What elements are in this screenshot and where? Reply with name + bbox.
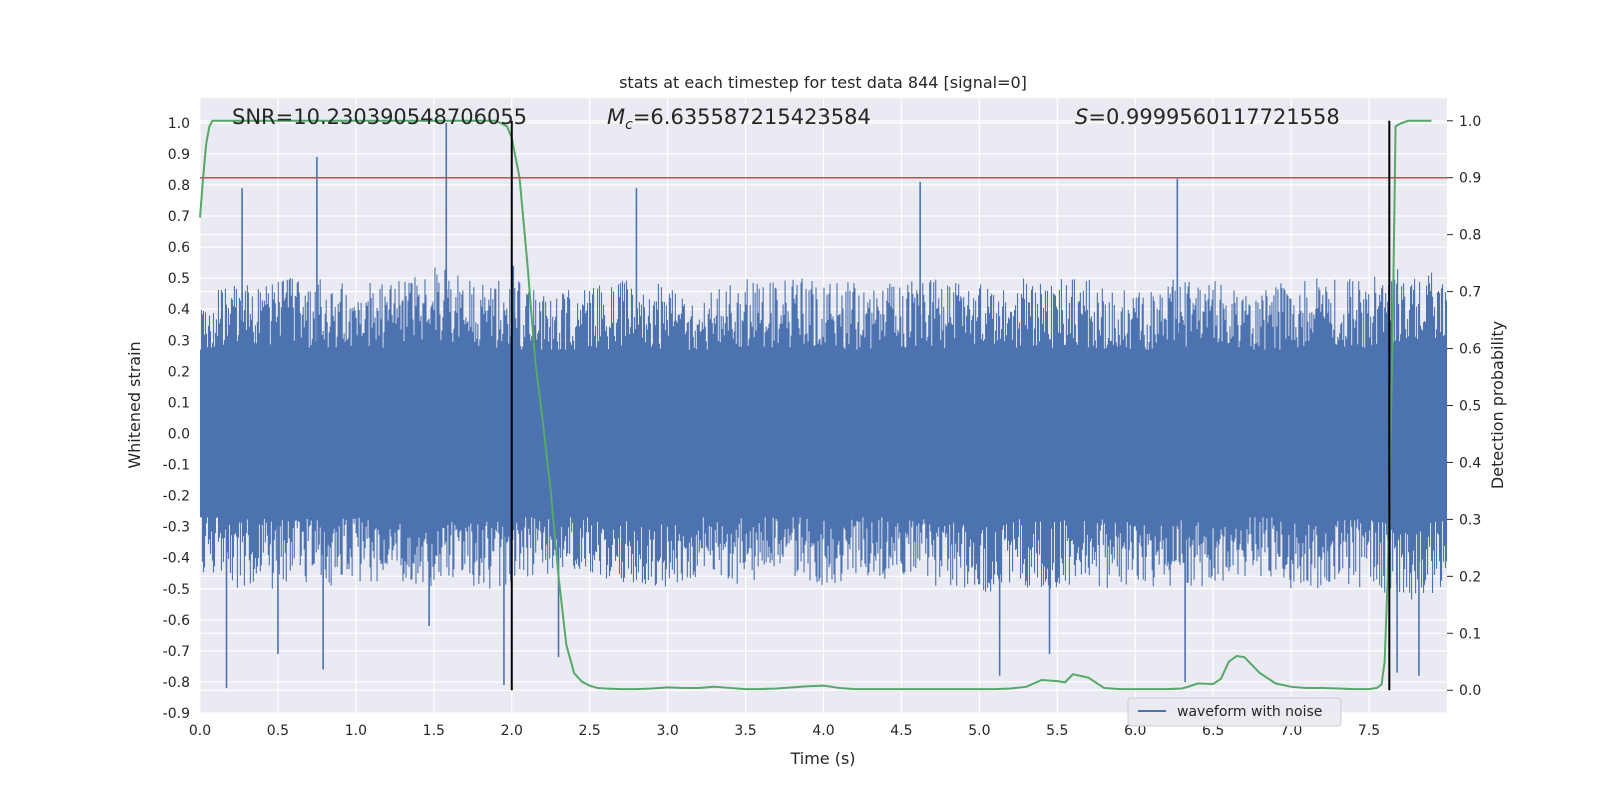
y2-tick-label: 0.4 xyxy=(1459,455,1481,471)
y-tick-labels: -0.9 -0.8 -0.7 -0.6 -0.5 -0.4 -0.3 -0.2 -0.1 0.0 0… xyxy=(163,116,190,722)
x-tick-label: 4.5 xyxy=(890,723,912,739)
x-tick-label: 0.5 xyxy=(267,723,289,739)
x-tick-label: 3.0 xyxy=(656,723,678,739)
detection-probability-line xyxy=(199,119,1432,691)
y2-tick-label: 0.2 xyxy=(1459,569,1481,585)
y2-tick-label: 0.7 xyxy=(1459,285,1481,301)
score-symbol: S xyxy=(1075,105,1088,129)
y-tick-label: 0.6 xyxy=(168,240,190,256)
y2-tick-label: 0.5 xyxy=(1459,399,1481,415)
y-tick-label: -0.7 xyxy=(163,644,190,660)
y-tick-label: 0.5 xyxy=(168,271,190,287)
y-tick-label: 1.0 xyxy=(168,116,190,132)
chirp-mass-annotation: Mc=6.635587215423584 xyxy=(607,105,871,133)
y-tick-label: -0.5 xyxy=(163,582,190,598)
y2-tick-label: 1.0 xyxy=(1459,114,1481,130)
chirp-mass-symbol: M xyxy=(607,105,625,129)
y-tick-label: -0.1 xyxy=(163,458,190,474)
y2-tick-label: 0.9 xyxy=(1459,171,1481,187)
y-tick-label: -0.2 xyxy=(163,489,190,505)
y2-axis-label: Detection probability xyxy=(1488,321,1507,489)
score-value: =0.9999560117721558 xyxy=(1088,105,1339,129)
y-tick-label: 0.3 xyxy=(168,333,190,349)
waveform-with-noise-series xyxy=(199,122,1448,689)
legend-box xyxy=(1127,697,1342,727)
legend-label: waveform with noise xyxy=(1177,704,1322,720)
x-tick-label: 2.5 xyxy=(579,723,601,739)
x-tick-label: 7.0 xyxy=(1280,723,1302,739)
y-tick-label: -0.3 xyxy=(163,520,190,536)
y2-tick-labels: 0.0 0.1 0.2 0.3 0.4 0.5 0.6 0.7 0.8 0.9 1.0 xyxy=(1447,114,1481,699)
y2-tick-label: 0.3 xyxy=(1459,512,1481,528)
x-tick-label: 5.0 xyxy=(968,723,990,739)
legend: waveform with noise xyxy=(1127,697,1342,727)
chirp-mass-value: =6.635587215423584 xyxy=(633,105,871,129)
y2-tick-label: 0.6 xyxy=(1459,342,1481,358)
y-tick-label: 0.7 xyxy=(168,209,190,225)
chart-title: stats at each timestep for test data 844… xyxy=(619,73,1027,92)
x-tick-label: 4.0 xyxy=(812,723,834,739)
y-tick-label: 0.8 xyxy=(168,178,190,194)
x-tick-label: 2.0 xyxy=(501,723,523,739)
detection-probability-series xyxy=(199,119,1432,691)
x-tick-label: 5.5 xyxy=(1046,723,1068,739)
y-tick-label: 0.0 xyxy=(168,426,190,442)
y2-tick-label: 0.0 xyxy=(1459,683,1481,699)
y-tick-label: 0.2 xyxy=(168,364,190,380)
x-tick-label: 7.5 xyxy=(1358,723,1380,739)
y-tick-label: 0.1 xyxy=(168,395,190,411)
x-tick-labels: 0.0 0.5 1.0 1.5 2.0 2.5 3.0 3.5 4.0 4.5 5.0 5.5 6.0 6… xyxy=(189,723,1380,739)
x-tick-label: 1.5 xyxy=(423,723,445,739)
x-tick-label: 1.0 xyxy=(345,723,367,739)
y-tick-label: -0.4 xyxy=(163,551,190,567)
vertical-markers xyxy=(510,120,1391,691)
waveform-trace xyxy=(199,267,1448,600)
y-tick-label: 0.9 xyxy=(168,147,190,163)
y-axis-label: Whitened strain xyxy=(125,341,144,468)
y-tick-label: -0.8 xyxy=(163,675,190,691)
score-annotation: S=0.9999560117721558 xyxy=(1075,105,1340,129)
x-axis-label: Time (s) xyxy=(789,749,855,768)
x-tick-label: 0.0 xyxy=(189,723,211,739)
x-tick-label: 6.5 xyxy=(1202,723,1224,739)
y-tick-label: 0.4 xyxy=(168,302,190,318)
chirp-mass-subscript: c xyxy=(625,117,633,133)
y2-tick-label: 0.8 xyxy=(1459,228,1481,244)
snr-annotation: SNR=10.230390548706055 xyxy=(232,105,527,129)
x-tick-label: 3.5 xyxy=(734,723,756,739)
y2-tick-label: 0.1 xyxy=(1459,626,1481,642)
x-tick-label: 6.0 xyxy=(1124,723,1146,739)
y-tick-label: -0.9 xyxy=(163,706,190,722)
y-tick-label: -0.6 xyxy=(163,613,190,629)
